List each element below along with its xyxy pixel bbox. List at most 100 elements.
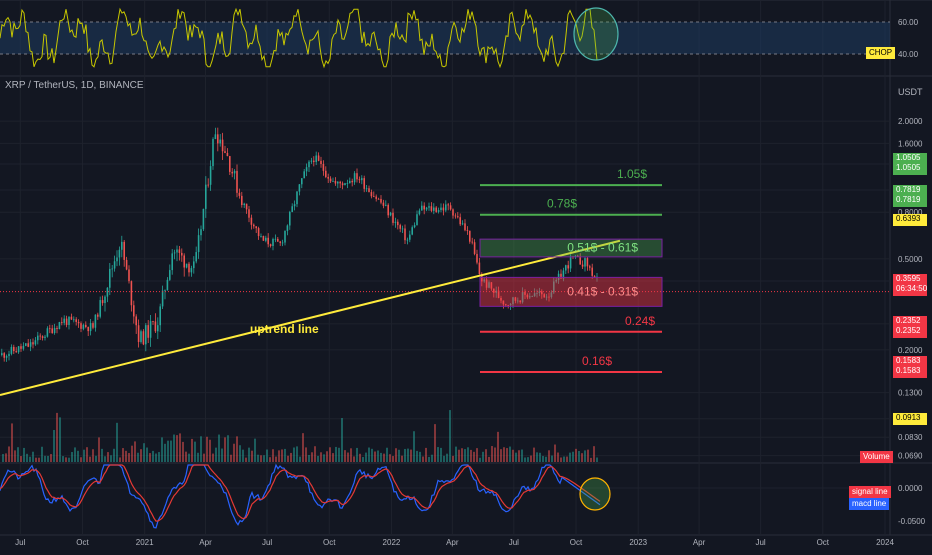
candle-body [250, 217, 253, 225]
volume-bar [215, 447, 217, 462]
candle-body [440, 207, 442, 211]
volume-bar [179, 433, 181, 462]
candle-body [221, 139, 224, 152]
volume-bar [83, 449, 85, 462]
volume-bar [476, 448, 478, 462]
volume-bar [14, 450, 16, 462]
volume-bar [128, 453, 130, 462]
volume-bar [422, 456, 424, 462]
volume-bar [8, 446, 10, 462]
macd-line-tag[interactable]: macd line [849, 498, 890, 510]
volume-bar [77, 450, 79, 462]
volume-bar [194, 441, 196, 462]
candle-body [497, 290, 500, 298]
candle-body [406, 239, 409, 241]
volume-bar [536, 452, 538, 462]
volume-bar [446, 453, 448, 462]
candle-body [363, 178, 365, 189]
candle-body [101, 300, 104, 304]
volume-bar [317, 455, 319, 462]
volume-bar [95, 455, 97, 462]
candle-body [550, 292, 553, 298]
candle-body [255, 226, 257, 229]
time-axis-label: Jul [15, 538, 25, 547]
volume-bar [383, 453, 385, 462]
candle-body [509, 304, 512, 306]
volume-bar [344, 450, 346, 462]
candle-body [207, 184, 209, 186]
volume-bar [581, 453, 583, 462]
volume-bar [530, 455, 532, 462]
symbol-title[interactable]: XRP / TetherUS, 1D, BINANCE [5, 80, 144, 91]
volume-bar [170, 440, 172, 462]
volume-indicator-tag[interactable]: Volume [860, 451, 893, 463]
volume-bar [152, 450, 154, 462]
candle-body [137, 325, 140, 342]
candle-body [157, 325, 159, 332]
candle-body [543, 294, 545, 298]
time-axis-label: 2021 [136, 538, 154, 547]
candle-body [325, 170, 327, 178]
candle-body [322, 164, 325, 171]
volume-bar [332, 453, 334, 462]
candle-body [128, 269, 130, 282]
volume-bar [431, 454, 433, 462]
target-level-label: 1.05$ [617, 167, 647, 181]
macd-highlight-circle [579, 477, 611, 511]
volume-bar [200, 436, 202, 462]
volume-bar [386, 447, 388, 462]
candle-body [435, 207, 437, 212]
candle-body [195, 252, 197, 262]
candle-body [365, 188, 368, 190]
volume-bar [458, 449, 460, 462]
price-axis-label: 1.6000 [898, 139, 923, 148]
candle-body [337, 181, 339, 184]
candle-body [73, 319, 75, 321]
candle-body [514, 297, 517, 301]
candle-body [154, 321, 157, 332]
candle-body [229, 156, 231, 172]
candle-body [344, 183, 346, 186]
volume-bar [488, 456, 490, 462]
volume-bar [218, 434, 220, 462]
price-tag-5: 0.2352 0.2352 [893, 316, 927, 338]
candle-body [205, 184, 207, 209]
price-tag-text: 0.1583 [896, 366, 921, 375]
volume-bar [230, 454, 232, 462]
chop-axis-label: 40.00 [898, 50, 919, 59]
candle-body [533, 293, 536, 297]
volume-bar [158, 452, 160, 462]
candle-body [296, 191, 298, 205]
candle-body [385, 204, 387, 206]
volume-bar [131, 445, 133, 462]
candle-body [289, 211, 291, 226]
volume-bar [50, 454, 52, 462]
candle-body [142, 331, 145, 345]
volume-bar [467, 447, 469, 462]
candle-body [291, 206, 293, 212]
volume-bar [353, 456, 355, 462]
chop-indicator-tag[interactable]: CHOP [866, 47, 896, 59]
candle-body [94, 314, 97, 328]
volume-bar [515, 452, 517, 462]
candle-body [428, 206, 430, 208]
candle-body [25, 343, 27, 346]
price-axis-label: 0.0830 [898, 433, 923, 442]
countdown-text: 06:34:50 [896, 284, 928, 293]
candle-body [409, 234, 411, 240]
candle-body [531, 296, 533, 298]
candle-body [77, 321, 80, 324]
signal-line-tag[interactable]: signal line [849, 486, 891, 498]
volume-bar [191, 438, 193, 462]
candle-body [46, 328, 49, 337]
volume-bar [419, 451, 421, 462]
volume-bar [176, 435, 178, 462]
volume-bar [203, 453, 205, 462]
volume-bar [404, 448, 406, 462]
candle-body [257, 228, 260, 237]
candle-body [37, 335, 39, 341]
volume-bar [494, 447, 496, 462]
time-axis-label: Oct [323, 538, 336, 547]
